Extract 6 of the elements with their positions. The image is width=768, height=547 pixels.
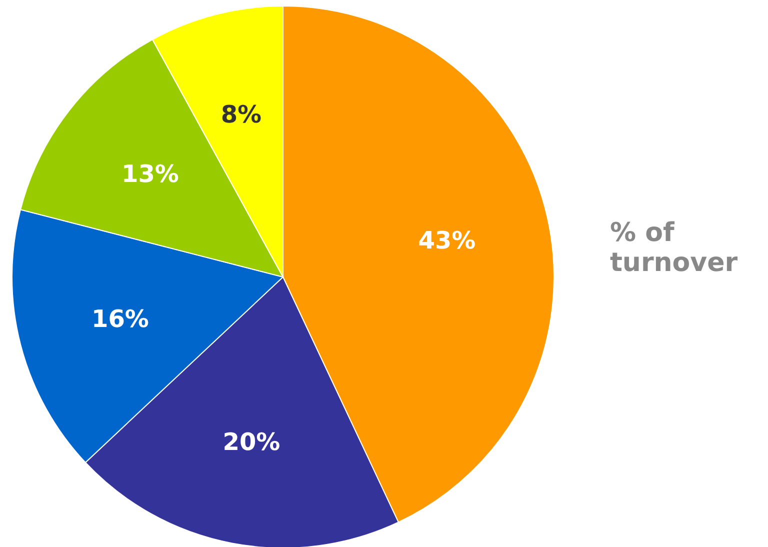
data-label: 20%: [222, 428, 280, 456]
data-label: 8%: [220, 100, 262, 128]
data-label: 16%: [92, 304, 149, 333]
data-label: 43%: [418, 226, 476, 254]
data-label: 13%: [122, 160, 179, 188]
text: % of turnover: [610, 218, 738, 278]
